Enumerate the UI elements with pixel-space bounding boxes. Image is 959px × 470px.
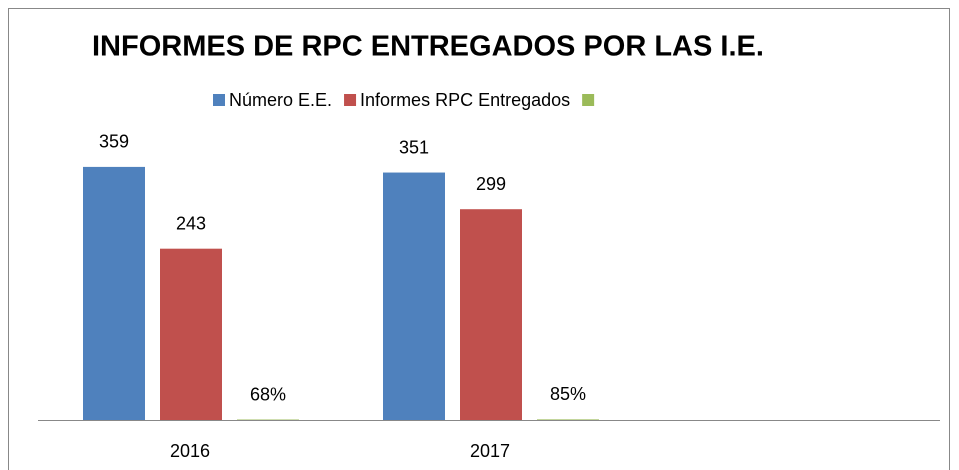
legend-label: Informes RPC Entregados — [360, 90, 570, 110]
data-label: 85% — [550, 384, 586, 404]
bar — [537, 419, 599, 420]
data-label: 359 — [99, 132, 129, 152]
bar — [83, 166, 145, 420]
data-label: 243 — [176, 213, 206, 233]
x-tick-label: 2016 — [170, 441, 210, 461]
data-label: 299 — [476, 174, 506, 194]
data-label: 68% — [250, 384, 286, 404]
bar — [460, 209, 522, 420]
bar — [160, 248, 222, 420]
legend-swatch — [213, 94, 225, 106]
x-tick-label: 2017 — [470, 441, 510, 461]
chart-title: INFORMES DE RPC ENTREGADOS POR LAS I.E. — [92, 31, 764, 63]
data-label: 351 — [399, 137, 429, 157]
legend-swatch — [582, 94, 595, 106]
bar — [383, 172, 445, 420]
legend-label: Número E.E. — [229, 90, 332, 110]
legend-swatch — [344, 94, 357, 106]
